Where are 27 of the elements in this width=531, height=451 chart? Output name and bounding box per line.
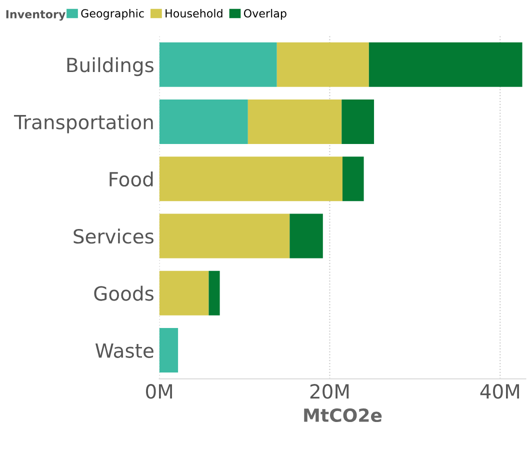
y-tick-label: Food [110,172,153,187]
y-tick-label: Services [74,228,154,244]
legend-label: Geographic [81,8,144,20]
bar [159,99,248,144]
bar [342,156,364,202]
x-tick-label: 40M [480,384,519,399]
x-axis-title: MtCO2e [304,408,382,422]
legend-label: Overlap [244,8,286,20]
y-tick-label: Buildings [67,57,154,76]
bar [208,270,220,316]
bar [368,42,522,87]
bar [159,156,342,202]
x-tick-label: 0M [146,384,172,399]
bar [342,99,374,144]
bar [159,270,209,316]
legend-title: Inventory [6,10,66,21]
bar [159,214,290,258]
legend-label: Household [166,8,222,18]
y-tick-label: Goods [94,286,154,301]
x-tick-label: 20M [310,384,349,399]
y-tick-label: Waste [95,343,154,358]
bar [248,99,342,144]
y-tick-label: Transportation [14,114,153,134]
bar [276,42,369,87]
bar [159,42,277,87]
bar [290,214,323,258]
bar [159,328,178,373]
